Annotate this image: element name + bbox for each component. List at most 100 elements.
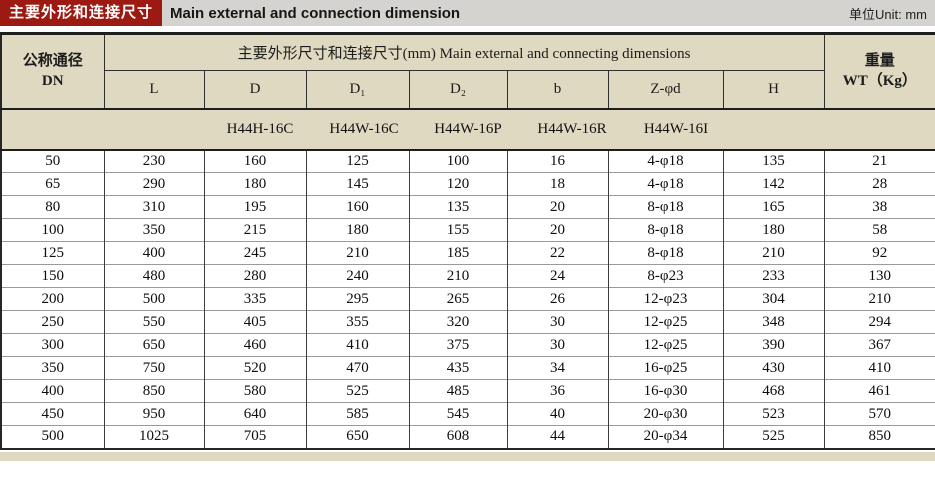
table-cell: 4-φ18	[607, 149, 724, 173]
table-cell: 300	[0, 333, 105, 357]
table-cell: 525	[305, 379, 410, 403]
table-cell: 355	[305, 310, 410, 334]
table-cell: 92	[823, 241, 935, 265]
table-cell: 40	[506, 402, 609, 426]
dim-header-cell: D₂	[408, 70, 508, 109]
table-cell: 20	[506, 218, 609, 242]
table-cell: 22	[506, 241, 609, 265]
table-cell: 26	[506, 287, 609, 311]
dim-header-cell: b	[506, 70, 609, 109]
table-cell: 18	[506, 172, 609, 196]
table-cell: 165	[722, 195, 825, 219]
table-cell: 500	[103, 287, 205, 311]
table-cell: 30	[506, 333, 609, 357]
weight-header-code: WT（Kg）	[842, 73, 917, 90]
table-cell: 950	[103, 402, 205, 426]
table-cell: 180	[722, 218, 825, 242]
table-cell: 185	[408, 241, 508, 265]
table-row: 350 750 520 470 435 34 16-φ25 430 410	[0, 356, 935, 380]
table-cell: 160	[305, 195, 410, 219]
table-cell: 430	[722, 356, 825, 380]
table-cell: 180	[203, 172, 307, 196]
table-cell: 250	[0, 310, 105, 334]
table-cell: 58	[823, 218, 935, 242]
table-cell: 400	[0, 379, 105, 403]
table-row: 300 650 460 410 375 30 12-φ25 390 367	[0, 333, 935, 357]
table-cell: 230	[103, 149, 205, 173]
table-row: 80 310 195 160 135 20 8-φ18 165 38	[0, 195, 935, 219]
table-cell: 65	[0, 172, 105, 196]
table-cell: 16-φ25	[607, 356, 724, 380]
table-cell: 16-φ30	[607, 379, 724, 403]
table-cell: 135	[408, 195, 508, 219]
table-cell: 850	[103, 379, 205, 403]
table-cell: 310	[103, 195, 205, 219]
table-cell: 215	[203, 218, 307, 242]
table-cell: 850	[823, 425, 935, 449]
table-cell: 245	[203, 241, 307, 265]
table-cell: 570	[823, 402, 935, 426]
dim-header-cell: D	[203, 70, 307, 109]
table-row: 65 290 180 145 120 18 4-φ18 142 28	[0, 172, 935, 196]
dim-header-cell: L	[103, 70, 205, 109]
weight-column-header: 重量 WT（Kg）	[823, 33, 935, 109]
table-cell: 100	[0, 218, 105, 242]
table-cell: 461	[823, 379, 935, 403]
dim-header-cell: Z-φd	[607, 70, 724, 109]
table-cell: 550	[103, 310, 205, 334]
table-cell: 585	[305, 402, 410, 426]
table-cell: 100	[408, 149, 508, 173]
table-cell: 12-φ25	[607, 333, 724, 357]
table-cell: 34	[506, 356, 609, 380]
table-row: 250 550 405 355 320 30 12-φ25 348 294	[0, 310, 935, 334]
table-cell: 265	[408, 287, 508, 311]
table-row: 500 1025 705 650 608 44 20-φ34 525 850	[0, 425, 935, 449]
table-cell: 16	[506, 149, 609, 173]
table-cell: 135	[722, 149, 825, 173]
table-cell: 210	[408, 264, 508, 288]
table-cell: 650	[305, 425, 410, 449]
table-cell: 20-φ34	[607, 425, 724, 449]
table-cell: 470	[305, 356, 410, 380]
table-cell: 38	[823, 195, 935, 219]
table-cell: 580	[203, 379, 307, 403]
table-cell: 240	[305, 264, 410, 288]
table-cell: 50	[0, 149, 105, 173]
header-row-top: 公称通径 DN 主要外形尺寸和连接尺寸(mm) Main external an…	[0, 33, 935, 109]
table-cell: 12-φ25	[607, 310, 724, 334]
title-bar: 主要外形和连接尺寸 Main external and connection d…	[0, 0, 935, 26]
table-cell: 155	[408, 218, 508, 242]
table-cell: 12-φ23	[607, 287, 724, 311]
table-cell: 8-φ18	[607, 195, 724, 219]
table-cell: 304	[722, 287, 825, 311]
table-cell: 348	[722, 310, 825, 334]
table-cell: 290	[103, 172, 205, 196]
table-cell: 8-φ23	[607, 264, 724, 288]
table-cell: 335	[203, 287, 307, 311]
table-cell: 390	[722, 333, 825, 357]
table-cell: 130	[823, 264, 935, 288]
table-cell: 195	[203, 195, 307, 219]
table-row: 400 850 580 525 485 36 16-φ30 468 461	[0, 379, 935, 403]
table-cell: 210	[722, 241, 825, 265]
table-cell: 44	[506, 425, 609, 449]
table-cell: 150	[0, 264, 105, 288]
table-cell: 80	[0, 195, 105, 219]
table-cell: 450	[0, 402, 105, 426]
table-cell: 24	[506, 264, 609, 288]
model-label: H44W-16R	[537, 120, 607, 137]
table-cell: 485	[408, 379, 508, 403]
table-cell: 20	[506, 195, 609, 219]
table-cell: 280	[203, 264, 307, 288]
models-row: H44H-16C H44W-16C H44W-16P H44W-16R H44W-16I	[1, 107, 935, 151]
header-row-dimensions: L D D₁ D₂ b Z-φd H	[1, 70, 935, 109]
table-cell: 650	[103, 333, 205, 357]
page-title: Main external and connection dimension	[170, 4, 461, 22]
table-cell: 36	[506, 379, 609, 403]
dim-header-cell: D₁	[305, 70, 410, 109]
table-cell: 210	[823, 287, 935, 311]
table-cell: 545	[408, 402, 508, 426]
table-cell: 210	[305, 241, 410, 265]
table-cell: 142	[722, 172, 825, 196]
table-cell: 435	[408, 356, 508, 380]
